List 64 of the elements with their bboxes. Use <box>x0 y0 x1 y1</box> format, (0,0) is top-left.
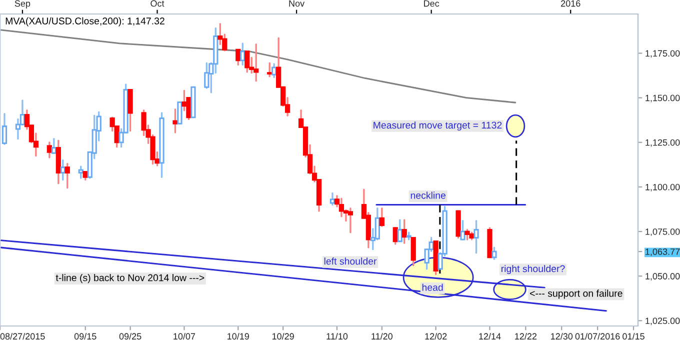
candlestick <box>397 219 402 242</box>
candlestick <box>172 108 178 134</box>
x-tick-label: 09/15 <box>74 332 96 340</box>
y-tick-label: 1,100.00 <box>646 184 680 192</box>
annotation: head <box>422 284 443 291</box>
candlestick <box>410 236 416 266</box>
annotation: MVA(XAU/USD.Close,200): 1,147.32 <box>6 17 164 26</box>
x2-tick-label: Oct <box>150 0 164 7</box>
annotation: t-line (s) back to Nov 2014 low ---> <box>56 274 204 284</box>
x-tick-label: 12/22 <box>515 332 537 340</box>
candlestick <box>177 101 182 124</box>
x-tick-label: 10/19 <box>228 332 249 340</box>
annotation: <--- support on failure <box>530 290 622 299</box>
annotation: Measured move target = 1132 <box>374 121 502 131</box>
x-tick-label: 08/27/2015 <box>0 332 45 340</box>
annotation: left shoulder <box>324 258 377 265</box>
candlestick <box>272 63 277 78</box>
candlestick <box>348 207 354 234</box>
candlestick <box>460 220 466 240</box>
y-tick-label: 1,125.00 <box>646 139 680 147</box>
candlestick <box>60 159 66 181</box>
candlestick <box>244 50 250 73</box>
x-tick-label: 10/29 <box>272 332 294 340</box>
x-tick-label: 09/25 <box>119 332 142 340</box>
x2-tick-label: Nov <box>289 0 305 7</box>
candlestick <box>78 166 84 179</box>
y-tick-label: 1,175.00 <box>646 50 680 58</box>
x2-tick-label: Sep <box>14 0 30 8</box>
x-tick-label: 12/30 <box>551 332 573 340</box>
candlestick <box>338 198 344 218</box>
candlestick <box>464 228 470 240</box>
candlestick <box>240 42 246 66</box>
candlestick <box>379 207 384 227</box>
x-tick-label: 01/15 <box>622 332 644 340</box>
candlestick <box>15 118 21 140</box>
candlestick <box>474 220 479 254</box>
candlestick <box>64 162 70 189</box>
x2-tick-label: Dec <box>424 0 440 7</box>
y-tick-label: 1,050.00 <box>646 273 680 281</box>
y-tick-label: 1,150.00 <box>646 94 680 102</box>
candlestick <box>51 138 56 154</box>
x-tick-label: 12/14 <box>479 332 501 340</box>
x-tick-label: 01/07/2016 <box>575 332 620 340</box>
x2-tick-label: 2016 <box>561 0 580 7</box>
candlestick <box>128 88 133 132</box>
candlestick <box>2 113 8 145</box>
candlestick <box>46 142 52 158</box>
x-tick-label: 10/07 <box>174 332 196 340</box>
annotation: neckline <box>410 192 446 199</box>
y-tick-label: 1,025.00 <box>646 318 680 326</box>
candlestick <box>267 62 272 78</box>
candlestick <box>236 48 241 66</box>
y-tick-label: 1,075.00 <box>646 228 680 236</box>
candlestick <box>402 219 407 244</box>
x-tick-label: 11/10 <box>326 332 348 340</box>
annotation: right shoulder? <box>501 264 565 274</box>
x-tick-label: 12/02 <box>425 332 447 340</box>
y-tick-label: 1,063.77 <box>646 248 680 256</box>
line-series <box>0 29 516 104</box>
candlestick <box>204 62 210 89</box>
candlestick <box>330 192 336 206</box>
candlestick <box>492 246 497 260</box>
x-tick-label: 11/20 <box>372 332 393 340</box>
candlestick <box>392 227 398 245</box>
